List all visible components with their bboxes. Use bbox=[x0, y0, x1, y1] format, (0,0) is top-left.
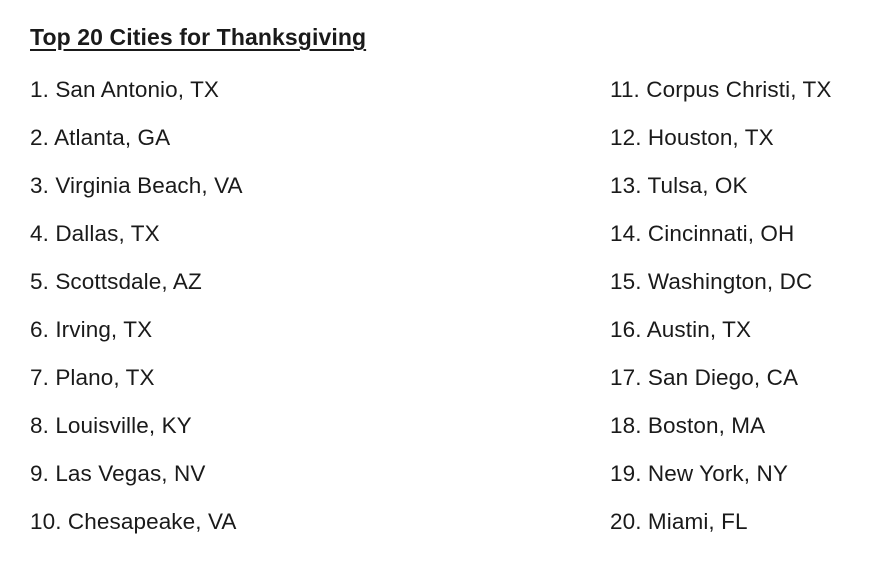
list-item: 5. Scottsdale, AZ bbox=[30, 269, 202, 294]
list-item: 7. Plano, TX bbox=[30, 365, 155, 390]
list-item: 17. San Diego, CA bbox=[610, 365, 799, 390]
list-item: 10. Chesapeake, VA bbox=[30, 509, 237, 534]
list-item: 14. Cincinnati, OH bbox=[610, 221, 795, 246]
list-item: 16. Austin, TX bbox=[610, 317, 752, 342]
list-item: 12. Houston, TX bbox=[610, 125, 774, 150]
city-list-column-right: 11. Corpus Christi, TX 12. Houston, TX 1… bbox=[610, 66, 895, 546]
list-item: 19. New York, NY bbox=[610, 461, 788, 486]
page-title: Top 20 Cities for Thanksgiving bbox=[30, 24, 367, 50]
list-item: 15. Washington, DC bbox=[610, 269, 813, 294]
city-list: 1. San Antonio, TX 2. Atlanta, GA 3. Vir… bbox=[30, 66, 895, 546]
list-item: 20. Miami, FL bbox=[610, 509, 748, 534]
list-item: 2. Atlanta, GA bbox=[30, 125, 171, 150]
list-item: 8. Louisville, KY bbox=[30, 413, 192, 438]
list-item: 13. Tulsa, OK bbox=[610, 173, 748, 198]
list-item: 6. Irving, TX bbox=[30, 317, 153, 342]
list-item: 11. Corpus Christi, TX bbox=[610, 77, 832, 102]
city-list-column-left: 1. San Antonio, TX 2. Atlanta, GA 3. Vir… bbox=[30, 66, 610, 546]
list-item: 18. Boston, MA bbox=[610, 413, 766, 438]
list-item: 4. Dallas, TX bbox=[30, 221, 160, 246]
list-item: 9. Las Vegas, NV bbox=[30, 461, 206, 486]
list-item: 3. Virginia Beach, VA bbox=[30, 173, 243, 198]
list-item: 1. San Antonio, TX bbox=[30, 77, 220, 102]
